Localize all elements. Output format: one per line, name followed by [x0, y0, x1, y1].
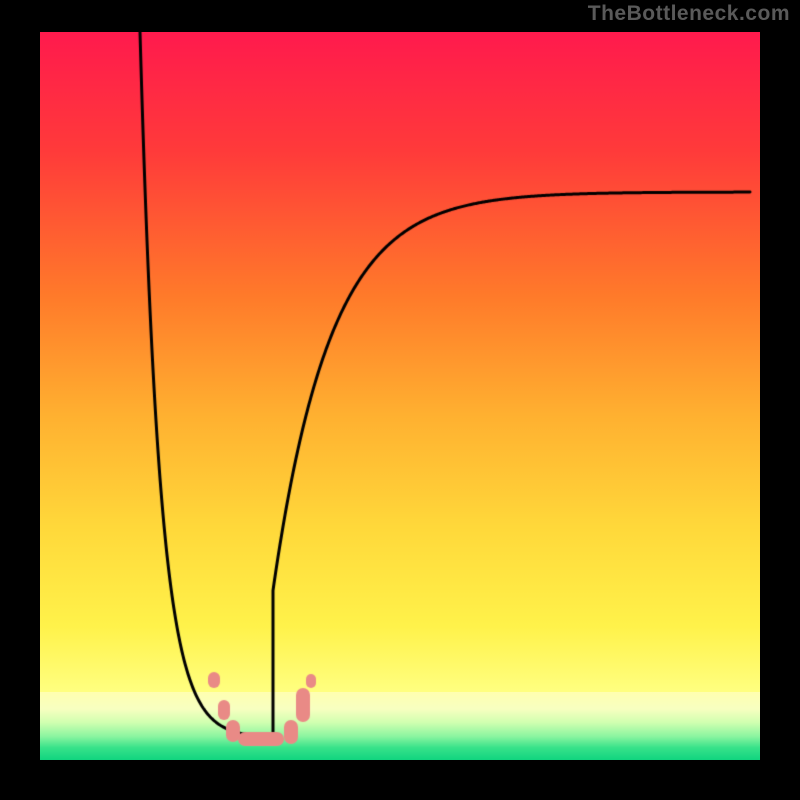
stage: TheBottleneck.com — [0, 0, 800, 800]
marker-clusters — [40, 32, 760, 760]
plot-area — [40, 32, 760, 760]
watermark-text: TheBottleneck.com — [588, 2, 790, 26]
